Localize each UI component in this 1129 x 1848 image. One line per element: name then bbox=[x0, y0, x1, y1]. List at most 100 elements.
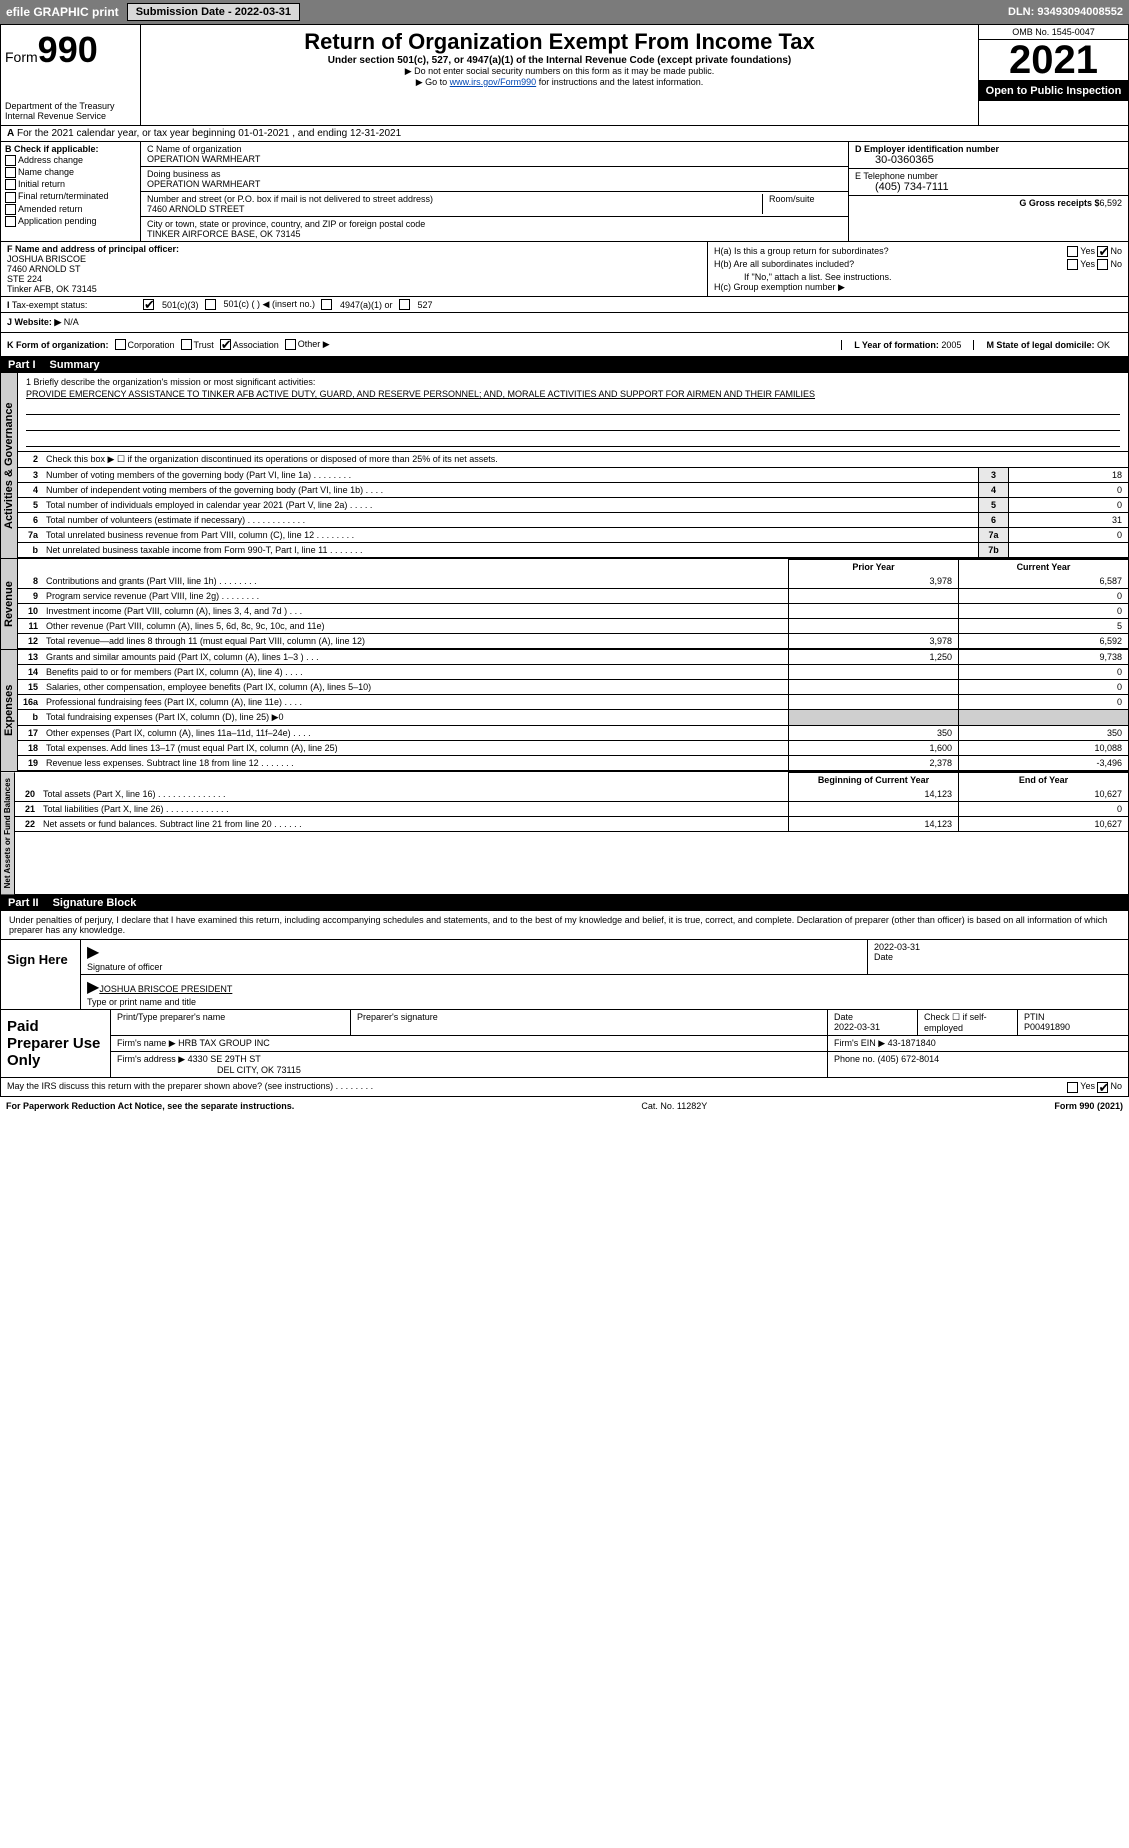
addr1: 4330 SE 29TH ST bbox=[188, 1054, 261, 1064]
form-num: 990 bbox=[38, 29, 98, 70]
prior-hdr: Prior Year bbox=[788, 559, 958, 574]
footer-q: May the IRS discuss this return with the… bbox=[7, 1081, 373, 1092]
website-lbl: J Website: ▶ bbox=[7, 317, 61, 327]
ein-val2: 43-1871840 bbox=[888, 1038, 936, 1048]
chk-4947[interactable] bbox=[321, 299, 332, 310]
chk-final-lbl: Final return/terminated bbox=[18, 191, 109, 201]
ha-lbl: H(a) Is this a group return for subordin… bbox=[714, 246, 889, 257]
street-val: 7460 ARNOLD STREET bbox=[147, 204, 762, 214]
submission-date-btn[interactable]: Submission Date - 2022-03-31 bbox=[127, 3, 300, 21]
prep-title: Paid Preparer Use Only bbox=[1, 1010, 111, 1077]
chk-address-lbl: Address change bbox=[18, 155, 83, 165]
form-number: Form990 bbox=[5, 29, 136, 71]
current-hdr: Current Year bbox=[958, 559, 1128, 574]
chk-final[interactable]: Final return/terminated bbox=[5, 191, 136, 202]
header-mid: Return of Organization Exempt From Incom… bbox=[141, 25, 978, 125]
line-21: 21Total liabilities (Part X, line 26) . … bbox=[15, 802, 1128, 817]
l-val: 2005 bbox=[941, 340, 961, 350]
form-title: Return of Organization Exempt From Incom… bbox=[145, 29, 974, 55]
prep-date: 2022-03-31 bbox=[834, 1022, 880, 1032]
line-20: 20Total assets (Part X, line 16) . . . .… bbox=[15, 787, 1128, 802]
hb-lbl: H(b) Are all subordinates included? bbox=[714, 259, 854, 270]
part1-num: Part I bbox=[8, 359, 36, 371]
chk-amended-lbl: Amended return bbox=[18, 204, 83, 214]
prep-h4: Check ☐ if self-employed bbox=[918, 1010, 1018, 1035]
addr2: DEL CITY, OK 73115 bbox=[117, 1065, 301, 1075]
room-lbl: Room/suite bbox=[762, 194, 842, 214]
rev-tab: Revenue bbox=[1, 559, 18, 649]
line-b: bTotal fundraising expenses (Part IX, co… bbox=[18, 710, 1128, 726]
phone-lbl: E Telephone number bbox=[855, 171, 1122, 181]
prep-h2: Preparer's signature bbox=[351, 1010, 828, 1035]
bottom-r: Form 990 (2021) bbox=[1054, 1101, 1123, 1111]
chk-assoc[interactable] bbox=[220, 339, 231, 350]
line-14: 14Benefits paid to or for members (Part … bbox=[18, 665, 1128, 680]
chk-501c[interactable] bbox=[205, 299, 216, 310]
chk-527[interactable] bbox=[399, 299, 410, 310]
street-lbl: Number and street (or P.O. box if mail i… bbox=[147, 194, 762, 204]
hb-no: No bbox=[1110, 259, 1122, 269]
m-val: OK bbox=[1097, 340, 1110, 350]
chk-trust[interactable] bbox=[181, 339, 192, 350]
chk-name-lbl: Name change bbox=[18, 167, 74, 177]
opt-trust: Trust bbox=[194, 340, 214, 350]
section-fh: F Name and address of principal officer:… bbox=[0, 242, 1129, 297]
tax-year: 2021 bbox=[979, 40, 1128, 81]
footer-no: No bbox=[1110, 1081, 1122, 1091]
part1-title: Summary bbox=[50, 359, 100, 371]
org-name: OPERATION WARMHEART bbox=[147, 154, 842, 164]
city-val: TINKER AIRFORCE BASE, OK 73145 bbox=[147, 229, 842, 239]
exp-body: 13Grants and similar amounts paid (Part … bbox=[18, 650, 1128, 771]
chk-other[interactable] bbox=[285, 339, 296, 350]
hc-lbl: H(c) Group exemption number ▶ bbox=[714, 282, 1122, 293]
chk-corp[interactable] bbox=[115, 339, 126, 350]
gov-body: 1 Briefly describe the organization's mi… bbox=[18, 373, 1128, 558]
dept-label: Department of the Treasury bbox=[5, 101, 136, 111]
chk-amended[interactable]: Amended return bbox=[5, 204, 136, 215]
exp-tab: Expenses bbox=[1, 650, 18, 771]
irs-link[interactable]: www.irs.gov/Form990 bbox=[450, 77, 537, 87]
line-10: 10Investment income (Part VIII, column (… bbox=[18, 604, 1128, 619]
line-19: 19Revenue less expenses. Subtract line 1… bbox=[18, 756, 1128, 771]
chk-initial-lbl: Initial return bbox=[18, 179, 65, 189]
officer-l4: Tinker AFB, OK 73145 bbox=[7, 284, 701, 294]
net-body: Beginning of Current Year End of Year 20… bbox=[15, 772, 1128, 894]
chk-initial[interactable]: Initial return bbox=[5, 179, 136, 190]
opt-501c: 501(c) ( ) ◀ (insert no.) bbox=[224, 299, 315, 310]
opt-corp: Corporation bbox=[128, 340, 175, 350]
note2-pre: ▶ Go to bbox=[416, 77, 450, 87]
prep-h3: Date bbox=[834, 1012, 853, 1022]
line-5: 5Total number of individuals employed in… bbox=[18, 498, 1128, 513]
line-9: 9Program service revenue (Part VIII, lin… bbox=[18, 589, 1128, 604]
col-c: C Name of organization OPERATION WARMHEA… bbox=[141, 142, 848, 241]
chk-address[interactable]: Address change bbox=[5, 155, 136, 166]
line-3: 3Number of voting members of the governi… bbox=[18, 468, 1128, 483]
firm-lbl: Firm's name ▶ bbox=[117, 1038, 176, 1048]
chk-pending-lbl: Application pending bbox=[18, 216, 97, 226]
footer-yes: Yes bbox=[1080, 1081, 1095, 1091]
col-b: B Check if applicable: Address change Na… bbox=[1, 142, 141, 241]
form-subtitle: Under section 501(c), 527, or 4947(a)(1)… bbox=[145, 55, 974, 66]
chk-name[interactable]: Name change bbox=[5, 167, 136, 178]
officer-l2: 7460 ARNOLD ST bbox=[7, 264, 701, 274]
prep-ptin: P00491890 bbox=[1024, 1022, 1070, 1032]
chk-pending[interactable]: Application pending bbox=[5, 216, 136, 227]
exempt-lbl: Tax-exempt status: bbox=[12, 300, 88, 310]
phone-val2: (405) 672-8014 bbox=[878, 1054, 940, 1064]
line-12: 12Total revenue—add lines 8 through 11 (… bbox=[18, 634, 1128, 649]
gov-tab: Activities & Governance bbox=[1, 373, 18, 558]
addr-lbl: Firm's address ▶ bbox=[117, 1054, 185, 1064]
dba-val: OPERATION WARMHEART bbox=[147, 179, 842, 189]
col-h: H(a) Is this a group return for subordin… bbox=[708, 242, 1128, 296]
org-name-lbl: C Name of organization bbox=[147, 144, 842, 154]
chk-501c3[interactable] bbox=[143, 299, 154, 310]
line-18: 18Total expenses. Add lines 13–17 (must … bbox=[18, 741, 1128, 756]
dba-lbl: Doing business as bbox=[147, 169, 842, 179]
row-a: A For the 2021 calendar year, or tax yea… bbox=[0, 126, 1129, 142]
line-17: 17Other expenses (Part IX, column (A), l… bbox=[18, 726, 1128, 741]
header-left: Form990 Department of the Treasury Inter… bbox=[1, 25, 141, 125]
phone-cell: E Telephone number (405) 734-7111 bbox=[849, 169, 1128, 196]
line-16a: 16aProfessional fundraising fees (Part I… bbox=[18, 695, 1128, 710]
row-a-text: For the 2021 calendar year, or tax year … bbox=[17, 128, 401, 139]
part2-title: Signature Block bbox=[53, 897, 137, 909]
